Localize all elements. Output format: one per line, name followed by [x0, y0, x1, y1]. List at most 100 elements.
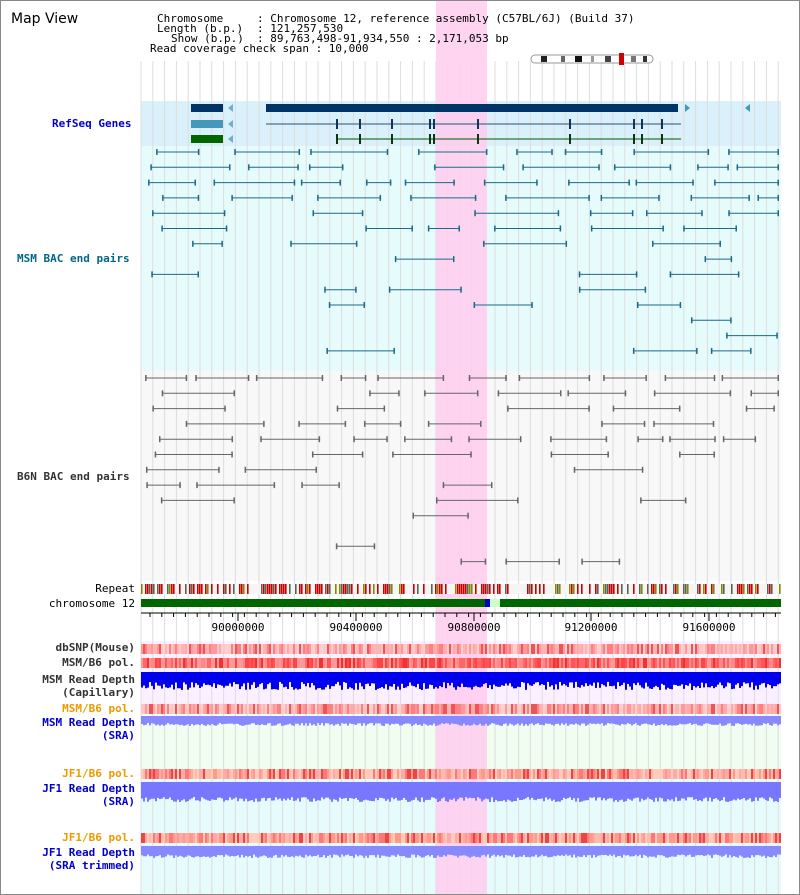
heat-cell: [335, 833, 337, 843]
heat-cell: [449, 833, 451, 843]
depth-bar: [525, 782, 527, 799]
heat-cell: [591, 658, 593, 668]
depth-bar: [473, 846, 475, 856]
heat-cell: [457, 704, 459, 714]
heat-cell: [443, 644, 445, 654]
heat-cell: [251, 704, 253, 714]
heat-cell: [313, 833, 315, 843]
depth-bar: [559, 846, 561, 856]
depth-bar: [341, 716, 343, 724]
heat-cell: [467, 658, 469, 668]
heat-cell: [591, 833, 593, 843]
depth-bar: [271, 846, 273, 858]
depth-bar: [247, 716, 249, 725]
depth-bar: [239, 846, 241, 858]
depth-bar: [621, 846, 623, 858]
heat-cell: [143, 833, 145, 843]
depth-bar: [145, 846, 147, 857]
heat-cell: [583, 644, 585, 654]
b6n-bac-track[interactable]: [145, 375, 779, 565]
label-refseq[interactable]: RefSeq Genes: [52, 117, 131, 130]
heat-cell: [223, 833, 225, 843]
depth-bar: [419, 782, 421, 802]
depth-bar: [565, 672, 567, 686]
depth-bar: [675, 782, 677, 798]
heat-cell: [567, 833, 569, 843]
heat-cell: [423, 644, 425, 654]
heat-cell: [741, 644, 743, 654]
depth-bar: [253, 846, 255, 855]
depth-bar: [623, 846, 625, 855]
bac-end: [318, 436, 321, 443]
heat-cell: [481, 704, 483, 714]
heat-cell: [469, 658, 471, 668]
depth-bar: [487, 672, 489, 688]
heat-cell: [699, 704, 701, 714]
bac-end: [321, 375, 324, 381]
heat-cell: [667, 644, 669, 654]
bac-end: [600, 194, 603, 201]
depth-bar: [689, 846, 691, 855]
repeat-mark: [641, 584, 643, 594]
depth-bar: [567, 716, 569, 726]
depth-bar: [663, 716, 665, 726]
heat-cell: [683, 833, 685, 843]
heat-cell: [435, 704, 437, 714]
heat-cell: [659, 658, 661, 668]
selected-region-highlight[interactable]: [436, 1, 487, 895]
heat-cell: [709, 658, 711, 668]
heat-cell: [627, 658, 629, 668]
depth-bar: [205, 782, 207, 800]
depth-bar: [273, 716, 275, 726]
heat-cell: [391, 704, 393, 714]
heat-cell: [681, 769, 683, 779]
depth-bar: [141, 782, 143, 799]
heat-cell: [365, 833, 367, 843]
heat-cell: [285, 644, 287, 654]
depth-bar: [227, 846, 229, 856]
depth-bar: [291, 672, 293, 687]
heat-cell: [185, 658, 187, 668]
heat-cell: [449, 769, 451, 779]
depth-bar: [539, 716, 541, 725]
label-b6n-bac[interactable]: B6N BAC end pairs: [17, 470, 130, 483]
depth-bar: [673, 716, 675, 726]
depth-bar: [775, 846, 777, 858]
heat-cell: [667, 704, 669, 714]
depth-bar: [693, 782, 695, 800]
depth-bar: [745, 782, 747, 801]
heat-cell: [305, 769, 307, 779]
heat-cell: [223, 658, 225, 668]
heat-cell: [597, 658, 599, 668]
heat-cell: [709, 704, 711, 714]
heat-cell: [687, 658, 689, 668]
heat-cell: [375, 833, 377, 843]
depth-bar: [325, 846, 327, 858]
bac-end: [641, 466, 644, 473]
refseq-genes-track[interactable]: [191, 104, 750, 144]
heat-cell: [669, 644, 671, 654]
msm-bac-track[interactable]: [148, 149, 779, 354]
depth-bar: [181, 782, 183, 801]
depth-bar: [721, 846, 723, 857]
depth-bar: [265, 672, 267, 689]
repeat-mark: [605, 584, 607, 594]
depth-bar: [559, 672, 561, 682]
depth-bar: [757, 846, 759, 855]
depth-bar: [387, 716, 389, 724]
chromosome-ideogram[interactable]: [530, 53, 654, 65]
depth-bar: [611, 716, 613, 724]
heat-cell: [613, 704, 615, 714]
depth-bar: [345, 672, 347, 683]
heat-cell: [495, 644, 497, 654]
depth-bar: [633, 846, 635, 857]
label-msm-bac[interactable]: MSM BAC end pairs: [17, 252, 130, 265]
depth-bar: [381, 716, 383, 726]
repeat-mark: [157, 584, 159, 594]
depth-bar: [415, 782, 417, 798]
depth-bar: [659, 716, 661, 725]
depth-bar: [647, 716, 649, 725]
depth-bar: [233, 846, 235, 857]
heat-cell: [229, 658, 231, 668]
